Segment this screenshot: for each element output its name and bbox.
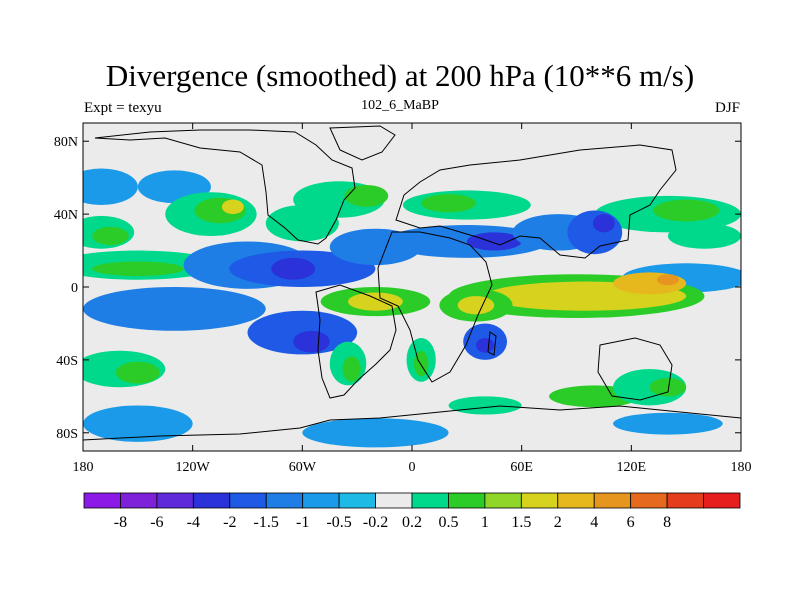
colorbar-box-12 [520, 492, 559, 509]
colorbar-label-10: 1 [481, 514, 489, 531]
coastline-madagascar [487, 331, 497, 356]
colorbar-box-6 [302, 492, 340, 509]
coastline-north-america [94, 129, 356, 245]
field-region-37 [293, 330, 330, 353]
field-region-3 [92, 226, 129, 246]
colorbar-label-3: -2 [223, 514, 236, 531]
field-region-51 [302, 418, 449, 448]
coastline-eurasia [395, 144, 677, 259]
colorbar-label-14: 6 [627, 514, 635, 531]
lon-tick-label-4: 60E [510, 460, 533, 475]
field-region-14 [667, 223, 741, 249]
colorbar-box-14 [593, 492, 632, 509]
colorbar-label-15: 8 [663, 514, 671, 531]
divergence-field [83, 168, 741, 448]
colorbar-label-0: -8 [114, 514, 127, 531]
colorbar: -8 -6 -4 -2 -1.5 -1 -0.5 -0.2 0.2 0.5 1 1.5 2 4 6 8 [83, 492, 741, 531]
colorbar-box-8 [375, 492, 413, 509]
colorbar-box-16 [666, 492, 704, 509]
colorbar-box-15 [630, 492, 668, 509]
colorbar-box-17 [703, 492, 741, 509]
field-region-0 [83, 168, 138, 205]
map-axes: 80N 40N 0 40S 80S 180 120W 60W 0 60E 120E 180 [54, 123, 752, 475]
colorbar-label-7: -0.2 [363, 514, 388, 531]
field-region-11 [421, 194, 476, 213]
lat-tick-label-1: 40N [54, 208, 78, 223]
lon-tick-label-6: 180 [731, 460, 752, 475]
colorbar-label-1: -6 [150, 514, 163, 531]
field-region-32 [348, 292, 403, 311]
field-region-30 [656, 274, 679, 286]
field-region-46 [448, 396, 522, 415]
coastline-australia [597, 337, 673, 401]
run-label: 102_6_MaBP [361, 98, 439, 113]
colorbar-box-4 [229, 492, 267, 509]
colorbar-label-5: -1 [296, 514, 309, 531]
colorbar-box-5 [265, 492, 304, 509]
field-region-24 [567, 210, 623, 255]
field-region-9 [344, 184, 389, 207]
colorbar-label-8: 0.2 [402, 514, 422, 531]
colorbar-box-10 [448, 492, 486, 509]
field-region-34 [457, 296, 495, 315]
field-region-48 [613, 369, 687, 406]
colorbar-box-9 [411, 492, 449, 509]
colorbar-label-4: -1.5 [254, 514, 279, 531]
field-region-16 [92, 261, 184, 277]
lat-tick-label-4: 80S [56, 427, 78, 442]
field-region-13 [653, 199, 720, 222]
field-region-35 [83, 287, 266, 331]
colorbar-box-7 [338, 492, 376, 509]
colorbar-label-12: 2 [554, 514, 562, 531]
field-region-22 [466, 232, 522, 251]
coastlines [83, 125, 741, 441]
colorbar-box-1 [120, 492, 158, 509]
colorbar-label-11: 1.5 [511, 514, 531, 531]
experiment-label: Expt = texyu [84, 100, 162, 116]
colorbar-label-2: -4 [187, 514, 200, 531]
field-region-39 [475, 338, 495, 353]
lon-tick-label-3: 0 [409, 460, 416, 475]
colorbar-box-3 [192, 492, 231, 509]
field-region-6 [221, 199, 244, 215]
colorbar-label-6: -0.5 [326, 514, 351, 531]
field-region-49 [649, 378, 687, 397]
lon-tick-label-5: 120E [617, 460, 647, 475]
colorbar-box-11 [484, 492, 522, 509]
colorbar-box-2 [156, 492, 194, 509]
field-region-50 [83, 405, 193, 442]
lon-tick-label-2: 60W [289, 460, 317, 475]
lat-tick-label-2: 0 [71, 281, 78, 296]
field-region-19 [271, 257, 316, 280]
colorbar-box-0 [83, 492, 121, 509]
colorbar-label-9: 0.5 [438, 514, 458, 531]
field-region-52 [613, 412, 723, 435]
lon-tick-label-0: 180 [73, 460, 94, 475]
field-region-25 [592, 214, 615, 233]
colorbar-box-13 [557, 492, 595, 509]
field-region-43 [342, 356, 361, 382]
coastline-antarctica [83, 405, 741, 441]
coastline-greenland [329, 125, 396, 161]
coastline-south-america [315, 284, 397, 399]
lat-tick-label-3: 40S [56, 354, 78, 369]
colorbar-label-13: 4 [590, 514, 598, 531]
field-region-41 [115, 361, 160, 384]
plot-title: Divergence (smoothed) at 200 hPa (10**6 … [105, 58, 695, 93]
lat-tick-label-0: 80N [54, 135, 78, 150]
season-label: DJF [714, 100, 740, 116]
coastline-africa [377, 231, 493, 383]
lon-tick-label-1: 120W [176, 460, 211, 475]
